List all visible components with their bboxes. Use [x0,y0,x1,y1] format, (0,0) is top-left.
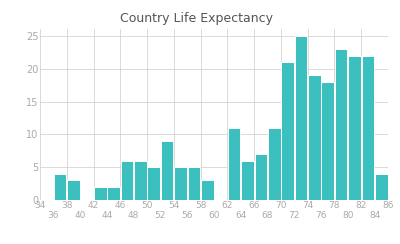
Bar [281,62,294,200]
Bar [188,167,200,200]
Bar [348,56,361,200]
Bar [161,141,174,200]
Bar [174,167,187,200]
Bar [362,56,374,200]
Bar [254,154,267,200]
Bar [308,75,321,200]
Bar [121,161,133,200]
Bar [335,49,348,200]
Bar [54,174,66,200]
Bar [134,161,147,200]
Bar [94,187,106,200]
Bar [388,193,400,200]
Bar [67,180,80,200]
Title: Country Life Expectancy: Country Life Expectancy [120,12,273,25]
Bar [322,82,334,200]
Bar [201,180,214,200]
Bar [268,128,280,200]
Bar [148,167,160,200]
Bar [295,36,307,200]
Bar [107,187,120,200]
Bar [228,128,240,200]
Bar [241,161,254,200]
Bar [375,174,388,200]
